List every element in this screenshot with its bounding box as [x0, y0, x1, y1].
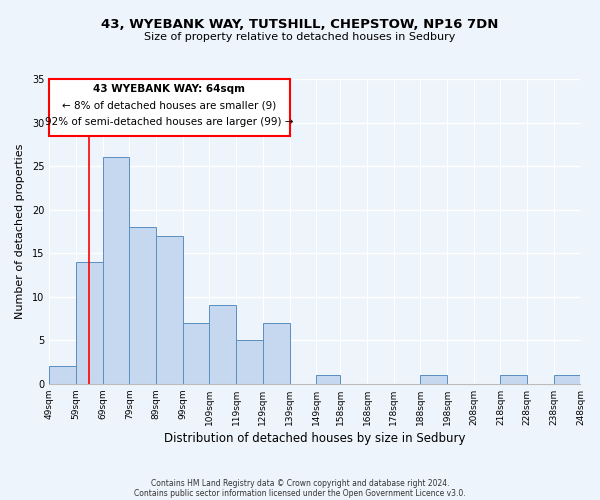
Text: 43 WYEBANK WAY: 64sqm: 43 WYEBANK WAY: 64sqm [94, 84, 245, 94]
Bar [554, 375, 580, 384]
Bar [76, 262, 103, 384]
Text: 43, WYEBANK WAY, TUTSHILL, CHEPSTOW, NP16 7DN: 43, WYEBANK WAY, TUTSHILL, CHEPSTOW, NP1… [101, 18, 499, 30]
Text: Size of property relative to detached houses in Sedbury: Size of property relative to detached ho… [145, 32, 455, 42]
Bar [130, 227, 156, 384]
Bar [156, 236, 183, 384]
Bar [263, 323, 290, 384]
Y-axis label: Number of detached properties: Number of detached properties [15, 144, 25, 319]
Text: Contains public sector information licensed under the Open Government Licence v3: Contains public sector information licen… [134, 488, 466, 498]
Bar [103, 158, 130, 384]
Bar [209, 306, 236, 384]
Bar [49, 366, 76, 384]
Bar [500, 375, 527, 384]
Text: Contains HM Land Registry data © Crown copyright and database right 2024.: Contains HM Land Registry data © Crown c… [151, 478, 449, 488]
X-axis label: Distribution of detached houses by size in Sedbury: Distribution of detached houses by size … [164, 432, 466, 445]
Bar [183, 323, 209, 384]
FancyBboxPatch shape [49, 79, 290, 136]
Text: ← 8% of detached houses are smaller (9): ← 8% of detached houses are smaller (9) [62, 100, 277, 110]
Bar [316, 375, 340, 384]
Text: 92% of semi-detached houses are larger (99) →: 92% of semi-detached houses are larger (… [45, 116, 293, 126]
Bar [236, 340, 263, 384]
Bar [421, 375, 447, 384]
